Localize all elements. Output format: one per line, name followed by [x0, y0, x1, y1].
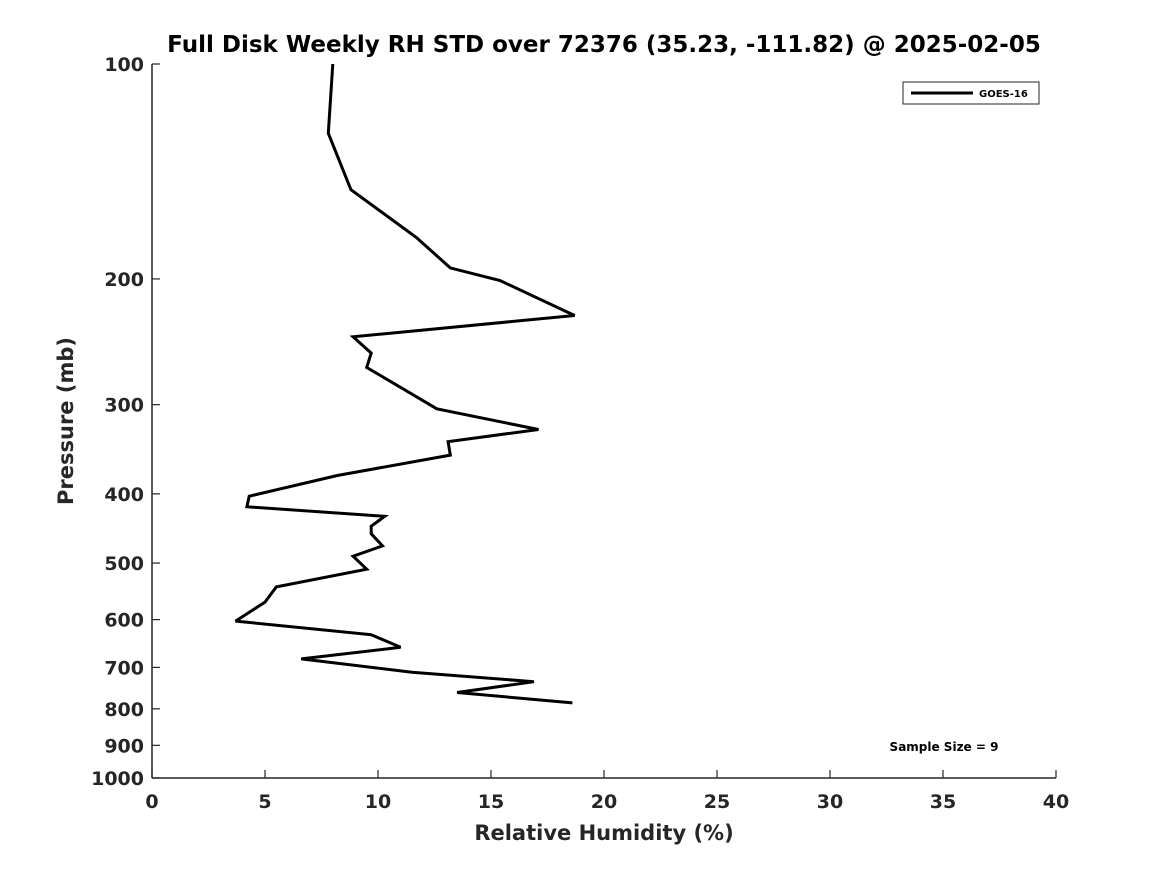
- y-tick-label: 200: [104, 269, 144, 291]
- y-tick-label: 400: [104, 484, 144, 506]
- chart-title: Full Disk Weekly RH STD over 72376 (35.2…: [167, 32, 1041, 58]
- plot-area: [151, 64, 1056, 779]
- y-tick-label: 300: [104, 395, 144, 417]
- y-axis-label: Pressure (mb): [54, 337, 78, 505]
- x-tick-label: 10: [365, 791, 391, 813]
- sample-size-annotation: Sample Size = 9: [890, 740, 999, 754]
- legend: GOES-16: [902, 81, 1040, 105]
- x-tick-label: 30: [817, 791, 843, 813]
- series-layer: [234, 63, 576, 705]
- x-tick-label: 25: [704, 791, 730, 813]
- x-tick-label: 0: [145, 791, 158, 813]
- legend-label-goes16: GOES-16: [979, 89, 1028, 100]
- y-tick-label: 600: [104, 610, 144, 632]
- y-tick-label: 700: [104, 657, 144, 679]
- y-tick-label: 500: [104, 553, 144, 575]
- x-ticks: 0 5 10 15 20 25 30 35 40: [145, 770, 1069, 813]
- x-tick-label: 20: [591, 791, 617, 813]
- series-line-0: [234, 63, 576, 705]
- y-tick-label: 1000: [91, 768, 144, 790]
- x-tick-label: 35: [930, 791, 956, 813]
- y-tick-label: 800: [104, 699, 144, 721]
- x-axis-label: Relative Humidity (%): [474, 821, 733, 845]
- y-tick-label: 100: [104, 54, 144, 76]
- x-tick-label: 15: [478, 791, 504, 813]
- x-tick-label: 40: [1043, 791, 1069, 813]
- x-tick-label: 5: [258, 791, 271, 813]
- y-tick-label: 900: [104, 735, 144, 757]
- y-ticks: 100 200 300 400 500 600 700 800 900 1000: [91, 54, 160, 790]
